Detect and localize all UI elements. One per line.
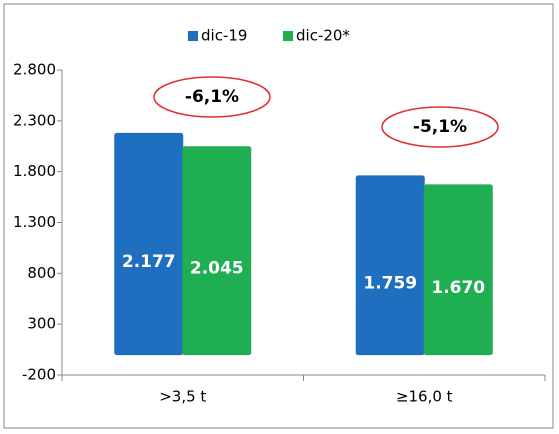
annotation: -5,1% [413, 117, 467, 137]
annotation-ellipse [381, 106, 499, 148]
x-tick-label: >3,5 t [159, 388, 206, 406]
bar [423, 184, 493, 356]
legend-label: dic-20* [296, 27, 350, 45]
y-tick-label: 2.300 [13, 111, 56, 129]
y-tick-label: 300 [27, 315, 56, 333]
bar [355, 175, 425, 356]
y-tick-label: 1.300 [13, 213, 56, 231]
bar [114, 132, 184, 356]
value-label: 2.177 [122, 252, 176, 272]
value-label: 2.045 [190, 259, 244, 279]
legend-swatch [188, 31, 198, 41]
y-tick-label: 2.800 [13, 61, 56, 79]
x-tick-label: ≥16,0 t [396, 388, 453, 406]
annotation: -6,1% [185, 87, 239, 107]
y-tick-label: -200 [22, 366, 56, 384]
legend-swatch [283, 31, 293, 41]
y-tick-label: 800 [27, 264, 56, 282]
bar [182, 146, 252, 356]
annotation-ellipse [153, 76, 271, 118]
y-tick-label: 1.800 [13, 162, 56, 180]
value-label: 1.759 [363, 273, 417, 293]
legend-label: dic-19 [201, 27, 247, 45]
value-label: 1.670 [431, 278, 485, 298]
